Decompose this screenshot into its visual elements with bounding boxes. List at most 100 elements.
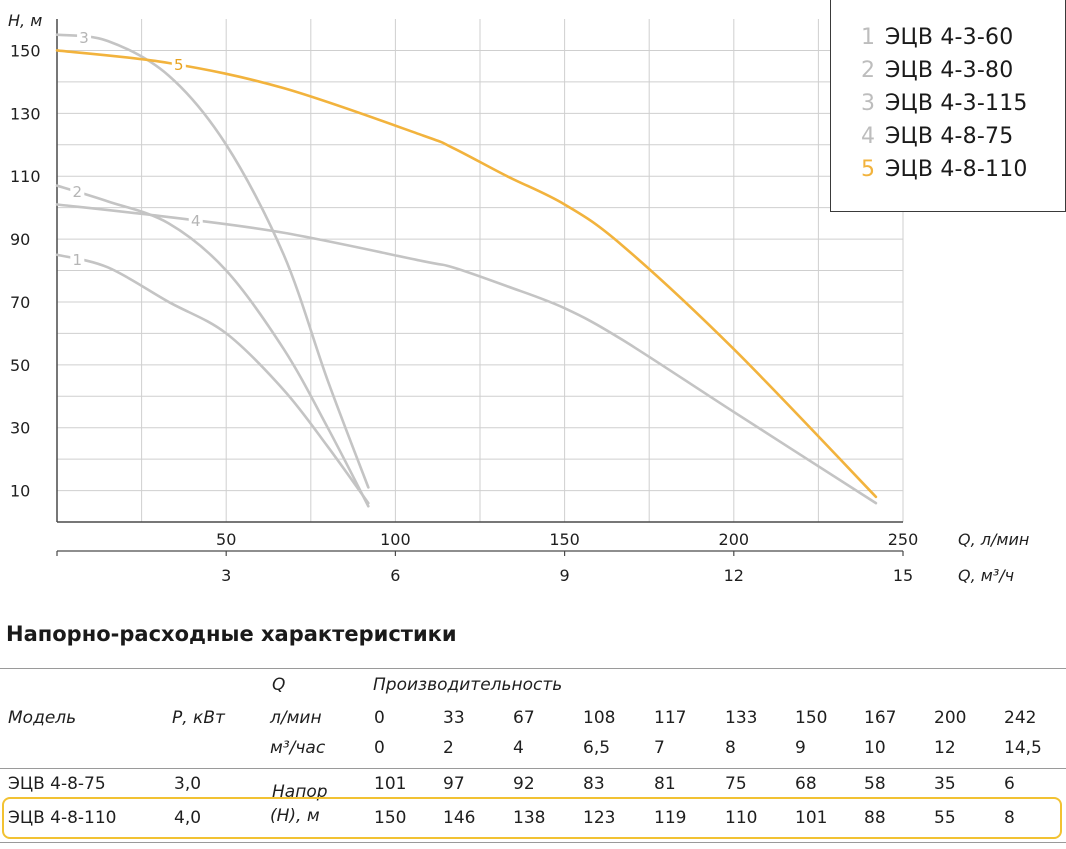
series-label-5: 5 <box>174 56 184 74</box>
row-2-model: ЭЦВ 4-8-110 <box>8 808 117 828</box>
flow-m3h-cell: 7 <box>654 738 665 758</box>
row-2-head-cell: 146 <box>443 808 476 828</box>
row-1-head-cell: 101 <box>374 774 407 794</box>
row-2-head-cell: 110 <box>725 808 758 828</box>
row-2-head-cell: 150 <box>374 808 407 828</box>
row-2-head-cell: 119 <box>654 808 687 828</box>
row-1-head-cell: 83 <box>583 774 605 794</box>
y-axis-label: H, м <box>8 11 42 30</box>
series-line-3 <box>55 33 370 489</box>
y-tick-label: 10 <box>10 482 30 501</box>
legend-item-2: 2 ЭЦВ 4-3-80 <box>861 58 1013 83</box>
row-1-head-cell: 68 <box>795 774 817 794</box>
series-label-bg-2 <box>70 182 85 201</box>
header-power: Р, кВт <box>172 708 225 728</box>
flow-lmin-cell: 67 <box>513 708 535 728</box>
row-1-head-cell: 6 <box>1004 774 1015 794</box>
y-tick-label: 50 <box>10 356 30 375</box>
header-model: Модель <box>8 708 77 728</box>
y-tick-label: 90 <box>10 230 30 249</box>
series-label-1: 1 <box>73 251 83 269</box>
highlighted-row-frame <box>2 797 1062 839</box>
x-tick-label: 50 <box>216 530 236 549</box>
series-line-5 <box>55 49 878 499</box>
row-2-head-cell: 55 <box>934 808 956 828</box>
row-1-head-cell: 92 <box>513 774 535 794</box>
flow-lmin-cell: 0 <box>374 708 385 728</box>
table-top-rule <box>0 668 1066 669</box>
table-bottom-rule <box>0 842 1066 843</box>
flow-m3h-cell: 12 <box>934 738 956 758</box>
chart-legend: 1 ЭЦВ 4-3-60 2 ЭЦВ 4-3-80 3 ЭЦВ 4-3-115 4 ЭЦ… <box>830 0 1066 212</box>
x2-tick-label: 6 <box>390 566 400 585</box>
legend-label-1: ЭЦВ 4-3-60 <box>885 25 1014 50</box>
flow-lmin-cell: 108 <box>583 708 616 728</box>
series-line-4 <box>55 203 878 505</box>
legend-num-2: 2 <box>861 58 876 83</box>
series-label-bg-3 <box>77 29 92 48</box>
header-q: Q <box>272 675 286 695</box>
flow-m3h-cell: 2 <box>443 738 454 758</box>
row-2-head-cell: 123 <box>583 808 616 828</box>
y-tick-label: 110 <box>10 167 41 186</box>
flow-m3h-cell: 8 <box>725 738 736 758</box>
x2-tick-label: 12 <box>724 566 744 585</box>
row-1-head-cell: 58 <box>864 774 886 794</box>
header-lmin: л/мин <box>270 708 322 728</box>
row-1-power: 3,0 <box>174 774 202 794</box>
x2-axis-label: Q, м³/ч <box>958 566 1014 585</box>
header-performance: Производительность <box>373 675 563 695</box>
series-label-2: 2 <box>73 183 83 201</box>
row-1-head-cell: 81 <box>654 774 676 794</box>
legend-num-5: 5 <box>861 157 876 182</box>
row-1-head-cell: 97 <box>443 774 465 794</box>
flow-lmin-cell: 167 <box>864 708 897 728</box>
flow-m3h-cell: 10 <box>864 738 886 758</box>
flow-lmin-cell: 200 <box>934 708 967 728</box>
x2-tick-label: 3 <box>221 566 231 585</box>
series-label-4: 4 <box>191 212 201 230</box>
flow-m3h-cell: 4 <box>513 738 524 758</box>
y-tick-label: 130 <box>10 104 41 123</box>
y-tick-label: 70 <box>10 293 30 312</box>
x2-tick-label: 15 <box>893 566 913 585</box>
x-tick-label: 150 <box>549 530 580 549</box>
series-label-bg-4 <box>188 211 203 230</box>
row-2-power: 4,0 <box>174 808 202 828</box>
legend-label-2: ЭЦВ 4-3-80 <box>885 58 1014 83</box>
flow-m3h-cell: 9 <box>795 738 806 758</box>
table-title: Напорно-расходные характеристики <box>6 622 457 646</box>
legend-item-3: 3 ЭЦВ 4-3-115 <box>861 91 1028 116</box>
x2-tick-label: 9 <box>560 566 570 585</box>
series-line-1 <box>55 253 370 505</box>
legend-num-3: 3 <box>861 91 876 116</box>
legend-label-3: ЭЦВ 4-3-115 <box>885 91 1028 116</box>
flow-m3h-cell: 0 <box>374 738 385 758</box>
y-tick-label: 30 <box>10 419 30 438</box>
legend-num-1: 1 <box>861 25 876 50</box>
series-label-3: 3 <box>79 29 89 47</box>
legend-num-4: 4 <box>861 124 876 149</box>
row-2-head-cell: 8 <box>1004 808 1015 828</box>
row-1-head-cell: 75 <box>725 774 747 794</box>
x-tick-label: 250 <box>888 530 919 549</box>
flow-lmin-cell: 117 <box>654 708 687 728</box>
flow-lmin-cell: 242 <box>1004 708 1037 728</box>
row-1-model: ЭЦВ 4-8-75 <box>8 774 106 794</box>
flow-lmin-cell: 133 <box>725 708 758 728</box>
x-tick-label: 100 <box>380 530 411 549</box>
flow-lmin-cell: 33 <box>443 708 465 728</box>
y-tick-label: 150 <box>10 41 41 60</box>
head-label-2: (Н), м <box>270 806 320 826</box>
flow-m3h-cell: 14,5 <box>1004 738 1042 758</box>
legend-item-1: 1 ЭЦВ 4-3-60 <box>861 25 1013 50</box>
legend-label-5: ЭЦВ 4-8-110 <box>885 157 1028 182</box>
row-2-head-cell: 101 <box>795 808 828 828</box>
x-tick-label: 200 <box>719 530 750 549</box>
series-label-bg-5 <box>171 56 186 75</box>
row-2-head-cell: 88 <box>864 808 886 828</box>
series-label-bg-1 <box>70 250 85 269</box>
x-axis-label: Q, л/мин <box>958 530 1029 549</box>
flow-m3h-cell: 6,5 <box>583 738 611 758</box>
